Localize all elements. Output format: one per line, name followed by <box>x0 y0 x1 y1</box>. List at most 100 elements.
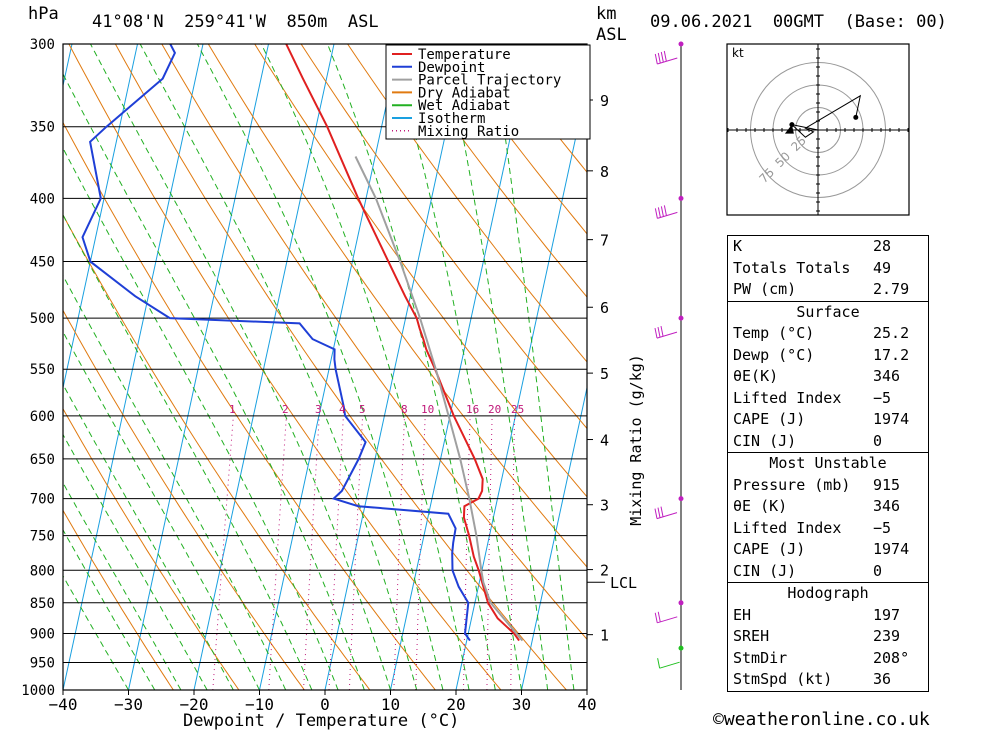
hodo-stmdir-value: 208° <box>873 648 910 667</box>
wind-barb-feather <box>657 611 661 622</box>
wind-barb-feather <box>657 326 661 338</box>
pressure-tick-label: 600 <box>30 409 55 425</box>
wind-barb-feather <box>657 507 661 518</box>
station-location: 41°08'N 259°41'W 850m ASL <box>92 12 379 32</box>
wind-barb-feather <box>654 508 658 519</box>
dry-adiabat-line <box>254 44 587 498</box>
x-tick-label: −20 <box>180 695 209 714</box>
legend-label: Temperature <box>418 47 511 63</box>
hodo-eh-label: EH <box>733 605 752 624</box>
index-pw-value: 2.79 <box>873 280 910 298</box>
height-tick-label: 8 <box>600 163 609 181</box>
mu-cin-label: CIN (J) <box>733 561 797 580</box>
mixing-ratio-line <box>348 415 364 690</box>
index-pw-row: PW (cm) 2.79 <box>728 279 928 301</box>
mu-pressure-label: Pressure (mb) <box>733 475 851 494</box>
surface-cape-label: CAPE (J) <box>733 410 806 428</box>
wind-level-dot <box>678 496 684 502</box>
pressure-tick-label: 500 <box>30 311 55 327</box>
surface-dewp-value: 17.2 <box>873 345 910 364</box>
height-tick-label: 9 <box>600 92 609 110</box>
x-tick-label: 0 <box>320 695 330 714</box>
wind-barb-feather <box>654 53 658 65</box>
height-tick-label: 4 <box>600 432 609 450</box>
height-tick-label: 7 <box>600 232 609 250</box>
x-tick-label: 10 <box>381 695 400 714</box>
hodo-stmspd-label: StmSpd (kt) <box>733 670 833 688</box>
wind-barb-feather <box>660 206 664 217</box>
index-k-row: K 28 <box>728 236 928 258</box>
pressure-tick-label: 450 <box>30 255 55 271</box>
pressure-tick-label: 550 <box>30 362 55 378</box>
height-ref-label: ASL <box>596 25 627 45</box>
legend-label: Mixing Ratio <box>418 124 519 140</box>
wet-adiabat-line <box>90 44 391 690</box>
isotherm-line <box>324 44 466 690</box>
wind-barb-feather <box>660 51 664 63</box>
mu-theta-e-label: θE (K) <box>733 497 788 515</box>
isotherm-line <box>521 385 587 690</box>
dry-adiabat-line <box>439 44 587 235</box>
hodo-eh-value: 197 <box>873 605 901 624</box>
mu-cin-value: 0 <box>873 561 883 580</box>
dry-adiabat-line <box>347 44 587 363</box>
wind-barb-feather <box>660 506 664 517</box>
most-unstable-title: Most Unstable <box>769 454 887 472</box>
pressure-tick-label: 750 <box>30 529 55 545</box>
hodo-stmdir-label: StmDir <box>733 648 788 667</box>
mixing-ratio-line <box>303 415 320 690</box>
height-tick-label: 2 <box>600 562 609 580</box>
pressure-tick-label: 400 <box>30 191 55 207</box>
index-totals-value: 49 <box>873 258 892 277</box>
surface-theta-e-label: θE(K) <box>733 367 779 385</box>
surface-cin-value: 0 <box>873 431 883 450</box>
mixing-ratio-label: 10 <box>421 402 435 416</box>
wind-barb-shaft <box>657 57 678 65</box>
mixing-ratio-label: 20 <box>488 402 502 416</box>
isotherm-line <box>63 44 204 690</box>
indices-table: K 28 Totals Totals 49 PW (cm) 2.79 Surface … <box>727 235 929 692</box>
wet-adiabat-line <box>63 213 313 690</box>
wet-adiabat-line <box>444 44 549 690</box>
mixing-ratio-axis-title: Mixing Ratio (g/kg) <box>627 354 645 526</box>
hodograph-trace <box>791 94 862 138</box>
surface-dewp-label: Dewp (°C) <box>733 345 815 364</box>
surface-cape-value: 1974 <box>873 410 910 428</box>
dry-adiabat-line <box>393 44 587 298</box>
mixing-ratio-label: 2 <box>282 402 289 416</box>
dewpoint-profile-line <box>81 44 471 642</box>
dry-adiabat-line <box>207 44 587 568</box>
index-totals-row: Totals Totals 49 <box>728 258 928 280</box>
copyright-footer[interactable]: ©weatheronline.co.uk <box>713 709 930 730</box>
wind-level-dot <box>678 315 684 321</box>
wind-barb-feather <box>657 207 661 218</box>
dry-adiabat-line <box>63 509 174 690</box>
surface-title: Surface <box>796 302 860 321</box>
isotherm-line <box>259 44 400 690</box>
mu-lifted-value: −5 <box>873 518 892 537</box>
storm-motion-arrowhead <box>784 124 794 134</box>
wind-level-dot <box>678 645 684 651</box>
surface-cin-label: CIN (J) <box>733 431 797 450</box>
mixing-ratio-label: 5 <box>359 402 366 416</box>
legend-label: Dewpoint <box>418 60 485 76</box>
hodo-sreh-label: SREH <box>733 627 770 645</box>
dry-adiabat-line <box>114 44 567 690</box>
legend-label: Dry Adiabat <box>418 85 511 101</box>
wind-barb-feather <box>654 208 658 219</box>
pressure-tick-label: 650 <box>30 452 55 468</box>
wind-barb-shaft <box>656 331 678 339</box>
x-tick-label: 20 <box>446 695 465 714</box>
hodograph-table-title: Hodograph <box>787 584 869 602</box>
height-tick-label: 6 <box>600 299 609 317</box>
legend-label: Isotherm <box>418 111 485 127</box>
x-tick-label: 30 <box>512 695 531 714</box>
mu-theta-e-value: 346 <box>873 497 901 515</box>
pressure-tick-label: 350 <box>30 120 55 136</box>
pressure-tick-label: 700 <box>30 492 55 508</box>
isotherm-line <box>390 44 531 690</box>
wet-adiabat-line <box>63 528 156 690</box>
wet-adiabat-line <box>196 44 444 690</box>
